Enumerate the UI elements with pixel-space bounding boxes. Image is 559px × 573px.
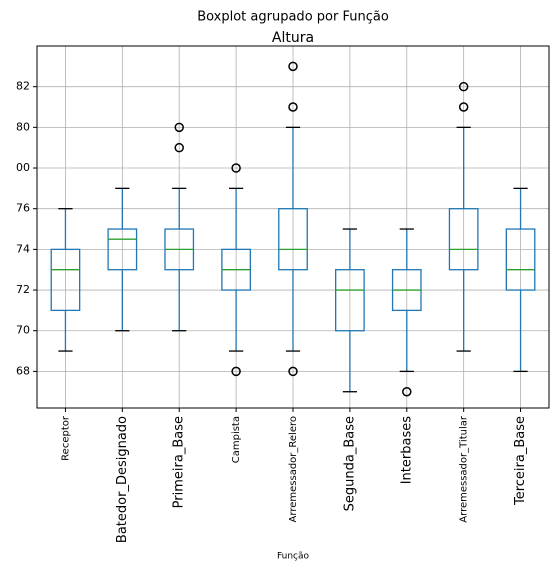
flier [174, 122, 184, 133]
flier [288, 61, 298, 72]
flier [288, 102, 298, 112]
y-tick-label: 74 [16, 242, 30, 255]
flier [288, 366, 298, 377]
box [335, 269, 365, 332]
box [107, 228, 138, 271]
y-tick-label: 70 [16, 324, 30, 337]
y-tick-label: 82 [16, 80, 30, 93]
flier [231, 366, 241, 377]
box [50, 248, 81, 312]
x-tick-label: Interbases [399, 416, 414, 485]
y-tick-label: 80 [16, 120, 30, 133]
y-tick-label: 72 [16, 283, 30, 296]
y-tick-label: 76 [16, 202, 30, 215]
x-tick-label: Segunda_Base [342, 416, 357, 511]
flier [458, 81, 469, 92]
x-tick-label: Campista [231, 416, 242, 463]
flier [458, 102, 469, 112]
box [505, 228, 536, 291]
x-tick-label: Arremessador_Titular [459, 415, 470, 523]
flier [174, 142, 184, 153]
x-tick-label: Batedor_Designado [115, 416, 130, 543]
x-tick-label: Primeira_Base [172, 416, 187, 508]
x-tick-label: Arremessador_Relero [288, 416, 299, 522]
chart-subtitle: Altura [272, 30, 314, 46]
y-tick-label: 00 [16, 161, 30, 174]
x-tick-label: Receptor [60, 415, 71, 461]
y-tick-label: 68 [16, 364, 30, 377]
flier [402, 386, 412, 397]
chart-title: Boxplot agrupado por Função [197, 10, 389, 25]
box [448, 208, 479, 271]
x-tick-label: Terceira_Base [513, 416, 528, 506]
x-axis-label: Função [277, 552, 310, 562]
flier [231, 163, 241, 173]
box [278, 208, 308, 271]
plot-frame [36, 45, 550, 409]
